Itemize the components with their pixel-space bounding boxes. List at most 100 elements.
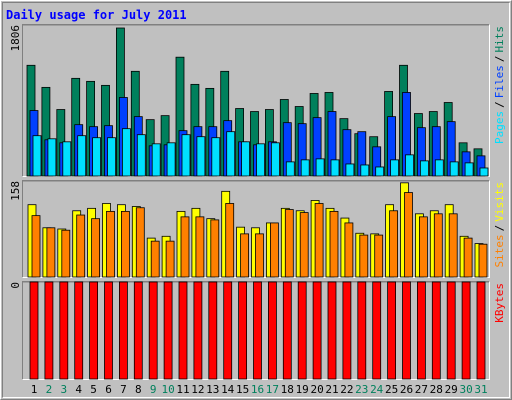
bar — [150, 240, 160, 278]
bar — [223, 281, 233, 380]
bar — [44, 281, 54, 380]
x-tick-label: 29 — [445, 383, 458, 396]
bar — [330, 159, 340, 177]
bar — [463, 237, 473, 278]
x-tick-label: 31 — [474, 383, 487, 396]
bar — [181, 134, 191, 177]
bar — [357, 281, 367, 380]
legend-separator: / — [493, 56, 506, 63]
x-tick-label: 16 — [251, 383, 264, 396]
panel-border-light — [22, 24, 490, 177]
x-tick-label: 7 — [120, 383, 127, 396]
x-tick-label: 3 — [60, 383, 67, 396]
x-tick-label: 1 — [31, 383, 38, 396]
bar — [211, 137, 221, 177]
legend-separator: / — [493, 101, 506, 108]
bar — [329, 210, 339, 278]
x-tick-label: 24 — [370, 383, 384, 396]
bar — [314, 203, 324, 278]
x-tick-label: 13 — [206, 383, 219, 396]
bar — [478, 243, 488, 278]
bar — [253, 281, 262, 380]
legend-entry: Files — [493, 65, 506, 98]
bar — [431, 281, 441, 380]
bar — [240, 233, 250, 278]
bar — [62, 141, 72, 177]
panel-border-light — [22, 281, 490, 380]
bar — [133, 281, 143, 380]
panel-border-light — [22, 180, 490, 278]
bar — [375, 166, 385, 177]
bar — [461, 281, 471, 380]
bar — [374, 234, 384, 278]
bar — [178, 281, 188, 380]
legend-entry: Hits — [493, 26, 506, 53]
bar — [345, 163, 355, 177]
bar — [387, 281, 397, 380]
x-tick-label: 5 — [90, 383, 97, 396]
x-tick-label: 4 — [75, 383, 82, 396]
bar — [282, 281, 292, 380]
bar — [270, 142, 280, 177]
x-tick-label: 22 — [340, 383, 353, 396]
bar — [29, 281, 39, 380]
bar — [241, 141, 251, 177]
bar — [193, 281, 203, 380]
legend-separator: / — [493, 225, 506, 232]
bar — [389, 210, 399, 278]
bar — [464, 162, 474, 177]
bar — [390, 159, 400, 177]
y-tick-label: 158 — [9, 181, 22, 201]
bar — [119, 281, 128, 380]
bar — [419, 160, 429, 177]
bar — [359, 234, 369, 278]
bar — [106, 210, 115, 278]
bar — [121, 210, 130, 278]
bar — [418, 216, 428, 278]
bar — [315, 158, 325, 177]
bar — [372, 281, 382, 380]
x-tick-label: 12 — [191, 383, 204, 396]
bar — [402, 281, 411, 380]
bar — [405, 154, 414, 177]
bar — [151, 143, 161, 177]
legend-entry: Pages — [493, 111, 506, 144]
bar — [479, 167, 489, 177]
bar — [76, 214, 86, 278]
bar — [267, 281, 277, 380]
bar — [300, 159, 310, 177]
x-tick-label: 8 — [135, 383, 142, 396]
bar — [446, 281, 456, 380]
x-tick-label: 25 — [385, 383, 398, 396]
x-tick-label: 28 — [430, 383, 443, 396]
bar — [299, 212, 309, 278]
x-tick-label: 2 — [46, 383, 53, 396]
x-tick-label: 18 — [281, 383, 294, 396]
x-tick-label: 14 — [221, 383, 235, 396]
bar — [449, 161, 459, 177]
bar — [47, 138, 57, 177]
x-tick-label: 23 — [355, 383, 368, 396]
bar — [166, 142, 176, 177]
bar — [285, 161, 295, 177]
x-tick-label: 27 — [415, 383, 428, 396]
bar — [344, 222, 354, 278]
x-tick-label: 6 — [105, 383, 112, 396]
x-tick-label: 15 — [236, 383, 249, 396]
bar — [180, 216, 190, 278]
bar — [404, 192, 413, 278]
x-tick-label: 30 — [459, 383, 472, 396]
bar — [104, 281, 113, 380]
bar — [433, 213, 443, 278]
bar — [269, 222, 279, 278]
bar — [195, 216, 205, 278]
bar — [476, 281, 486, 380]
bar — [135, 207, 145, 278]
y-tick-label: 1806 — [9, 25, 22, 52]
bar — [59, 281, 69, 380]
bar — [360, 164, 370, 177]
bar — [448, 213, 458, 278]
